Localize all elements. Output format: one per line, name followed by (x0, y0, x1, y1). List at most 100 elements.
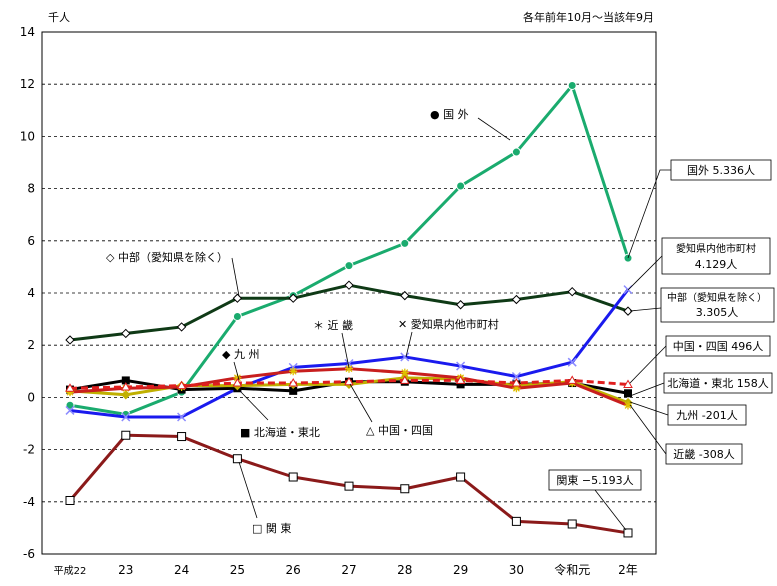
data-point (66, 388, 74, 397)
x-tick-label: 30 (509, 563, 524, 577)
data-point (456, 380, 465, 389)
data-point (120, 381, 131, 391)
y-tick-label: 8 (27, 182, 35, 196)
callout-kinki-text: 近畿 -308人 (673, 447, 734, 461)
data-point (511, 147, 521, 157)
data-point (624, 401, 632, 410)
data-point (511, 516, 521, 526)
y-tick-label: 2 (27, 338, 35, 352)
callout-kyushu-text: 九州 -201人 (676, 409, 737, 422)
callout-hokkaido-text: 北海道・東北 158人 (667, 376, 769, 390)
period-note: 各年前年10月～当該年9月 (523, 10, 654, 24)
x-tick-label: 25 (230, 563, 245, 577)
data-point (400, 290, 410, 301)
data-point (288, 293, 298, 303)
data-point (288, 472, 298, 482)
callout-kokugai-text: 国外 5.336人 (687, 164, 755, 177)
callout-chubu: 中部（愛知県を除く） 3.305人 (629, 287, 775, 323)
series-中部-愛知県を除く- (65, 280, 633, 345)
data-point (121, 376, 130, 385)
x-tick-label: 24 (174, 563, 189, 577)
data-point (232, 454, 242, 464)
x-tick-label: 28 (397, 563, 412, 577)
data-point (623, 253, 633, 263)
data-point (456, 361, 466, 371)
data-point (399, 375, 410, 384)
leader-kinki (341, 332, 350, 369)
leader-aichi (405, 331, 413, 358)
x-tick-label: 2年 (618, 563, 638, 577)
label-kokugai: ● 国 外 (430, 108, 469, 121)
series-layer (65, 81, 633, 538)
data-point (456, 472, 466, 482)
label-chugoku: △ 中国・四国 (366, 424, 433, 437)
data-point (65, 335, 75, 345)
series-line (69, 288, 630, 419)
data-point (400, 238, 410, 248)
data-point (344, 261, 354, 271)
data-point (567, 375, 578, 384)
callout-hokkaido: 北海道・東北 158人 (629, 372, 773, 397)
plot-frame (41, 31, 657, 555)
data-point (344, 280, 354, 290)
data-point (567, 81, 577, 91)
callout-chubu-line2: 3.305人 (696, 306, 739, 319)
y-tick-label: -2 (23, 443, 35, 457)
data-point (455, 375, 466, 384)
callout-kanto: 関東 −5.193人 (548, 469, 642, 531)
data-point (176, 322, 187, 332)
data-point (511, 294, 522, 305)
data-point (512, 384, 521, 393)
data-point (455, 300, 466, 310)
data-point (400, 352, 410, 362)
leader-chubu (231, 257, 240, 297)
leader-kanto (238, 461, 258, 519)
data-point (289, 386, 298, 395)
data-point (65, 383, 75, 392)
callout-kokugai: 国外 5.336人 (627, 159, 772, 259)
data-point (623, 306, 633, 316)
data-point (511, 371, 521, 382)
y-tick-label: 12 (20, 77, 35, 91)
y-tick-label: 0 (27, 390, 35, 404)
x-tick-label: 令和元 (554, 562, 590, 577)
callout-kyushu: 九州 -201人 (629, 401, 747, 426)
leader-hokkaido (240, 391, 269, 421)
x-tick-label: 26 (286, 563, 301, 577)
y-tick-label: 10 (20, 129, 35, 143)
x-tick-label: 27 (341, 563, 356, 577)
data-point (121, 412, 131, 422)
data-point (289, 367, 298, 376)
leader-kyushu (233, 361, 240, 381)
callout-aichi-line2: 4.129人 (695, 258, 738, 271)
label-kinki: ＊ 近 畿 (313, 318, 353, 332)
data-point (344, 376, 354, 386)
data-point (623, 379, 633, 388)
y-axis-ticks: 14 12 10 8 6 4 2 0 -2 -4 -6 (20, 25, 35, 561)
data-point (177, 432, 187, 442)
label-hokkaido: ■ 北海道・東北 (240, 425, 320, 439)
x-tick-label: 平成22 (54, 565, 87, 577)
data-point (121, 390, 131, 400)
data-point (65, 400, 75, 410)
data-point (400, 368, 409, 377)
leader-chugoku (349, 383, 373, 423)
data-point (400, 484, 410, 494)
callout-chugoku: 中国・四国 496人 (629, 335, 771, 384)
label-aichi: ✕ 愛知県内他市町村 (398, 317, 499, 331)
data-point (232, 293, 243, 303)
y-tick-label: 6 (27, 234, 35, 248)
data-point (121, 430, 131, 440)
data-point (344, 481, 354, 491)
data-point (121, 328, 131, 339)
callout-chubu-line1: 中部（愛知県を除く） (667, 291, 767, 304)
data-point (65, 405, 75, 415)
y-tick-label: -6 (23, 547, 35, 561)
data-point (567, 519, 577, 529)
data-point (233, 373, 242, 382)
callout-aichi-line1: 愛知県内他市町村 (676, 242, 756, 255)
data-point (623, 528, 633, 538)
data-point (624, 389, 632, 398)
data-point (176, 380, 187, 390)
